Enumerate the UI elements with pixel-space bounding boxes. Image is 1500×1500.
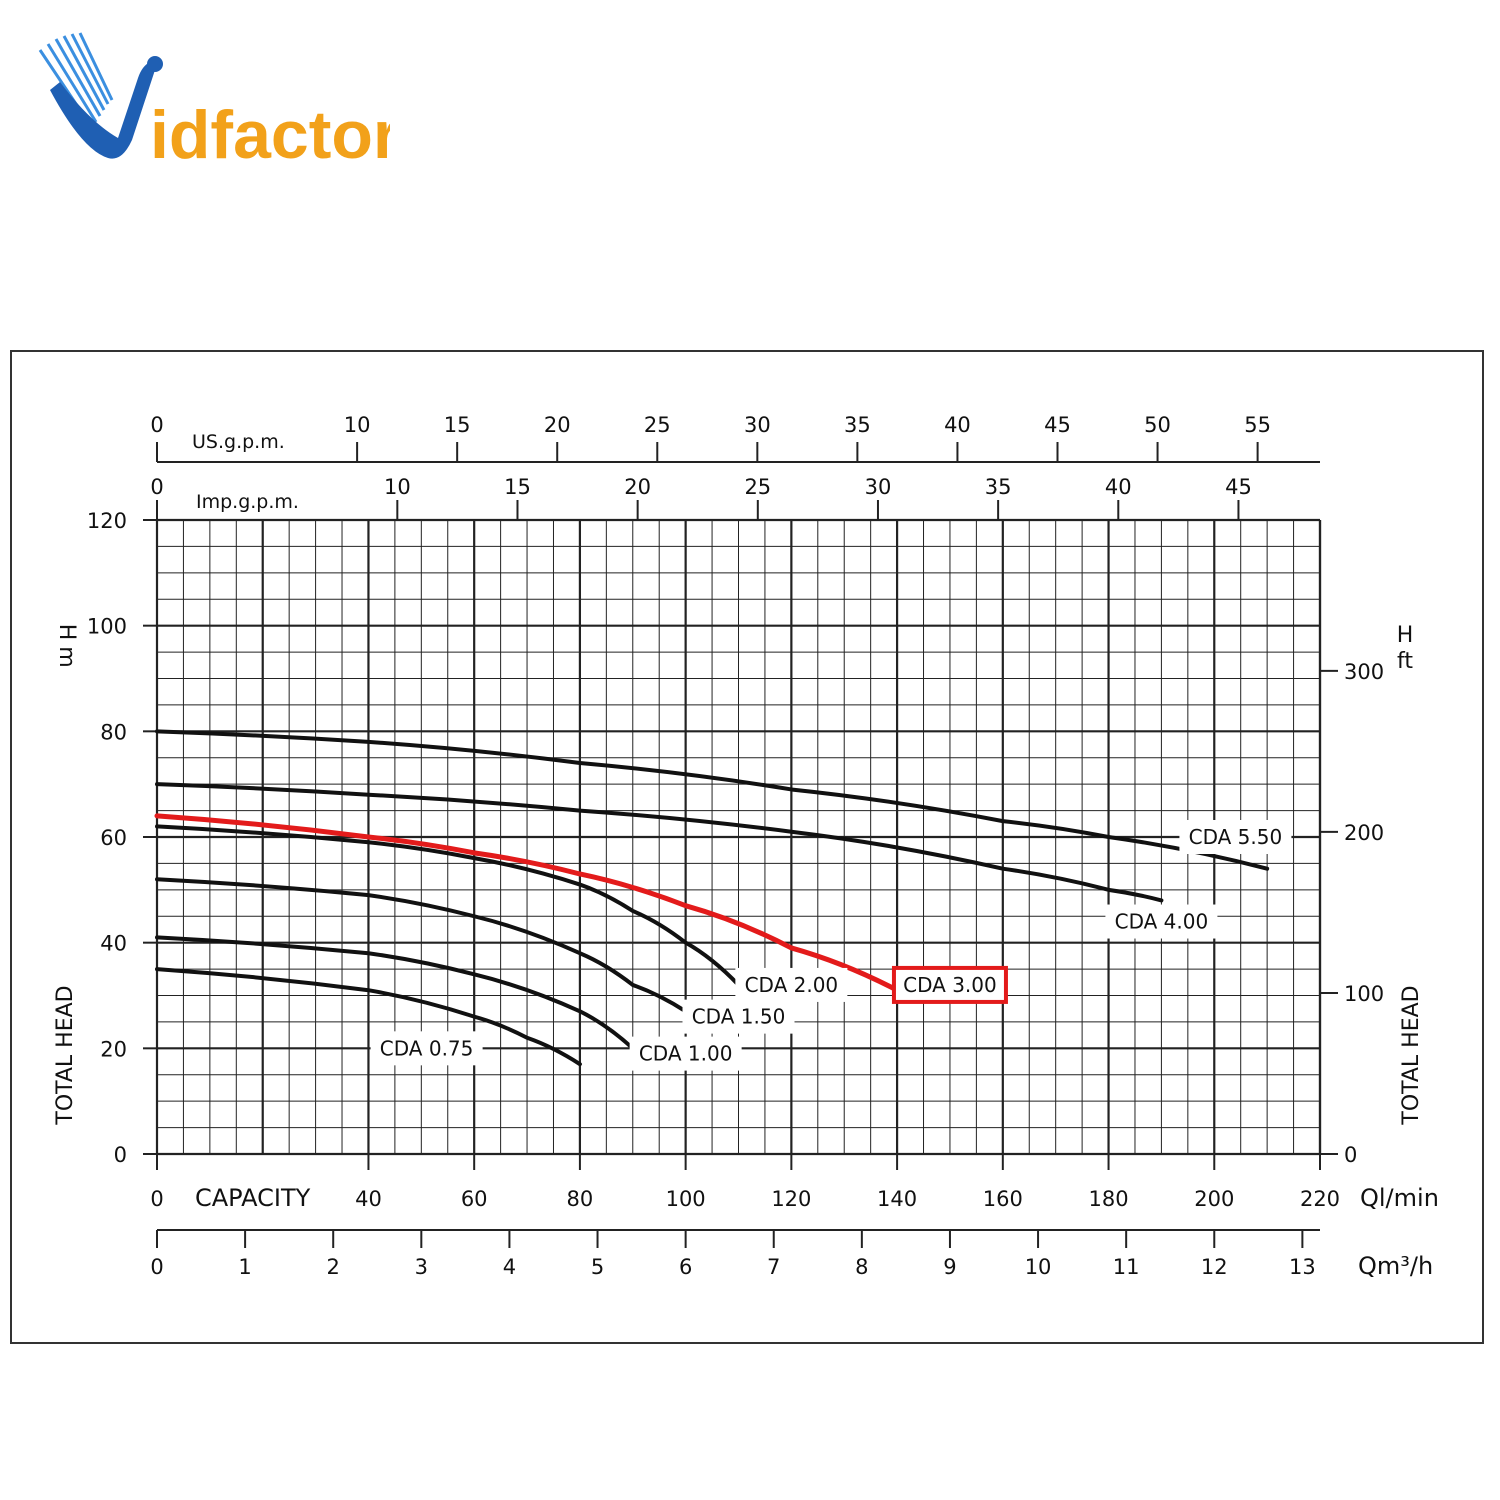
x-impgpm-tick-label: 10 xyxy=(384,475,411,499)
y-right-tick-label: 0 xyxy=(1344,1143,1357,1167)
x-m3h-tick-label: 0 xyxy=(150,1255,163,1279)
x-tick-label: 180 xyxy=(1088,1187,1128,1211)
y-axis-unit: m xyxy=(54,646,79,667)
x-usgpm-tick-label: 55 xyxy=(1244,413,1271,437)
y-right-tick-label: 200 xyxy=(1344,821,1384,845)
curve-cda-3-00 xyxy=(154,813,900,993)
x-tick-label: 200 xyxy=(1194,1187,1234,1211)
x-axis-label: CAPACITY xyxy=(195,1184,311,1212)
y-tick-label: 60 xyxy=(100,826,127,850)
curve-label-box-cda-1-00 xyxy=(629,1036,742,1071)
y-axis-label: TOTAL HEAD xyxy=(53,985,78,1125)
y-axis-unit-top: H xyxy=(54,624,79,641)
x-usgpm-tick-label: 20 xyxy=(544,413,571,437)
x-usgpm-tick-label: 0 xyxy=(150,413,163,437)
x-m3h-tick-label: 5 xyxy=(591,1255,604,1279)
chart-labels: CDA 0.75 CDA 1.00 CDA 1.50 CDA 2.00 CDA 3.00… xyxy=(370,820,1292,1071)
x-usgpm-tick-label: 15 xyxy=(444,413,471,437)
curve-label-cda-1-50: CDA 1.50 xyxy=(692,1005,786,1029)
y-tick-label: 20 xyxy=(100,1037,127,1061)
x-impgpm-tick-label: 30 xyxy=(865,475,892,499)
vidfactor-logo: idfactor xyxy=(38,32,390,173)
x-tick-label: 120 xyxy=(771,1187,811,1211)
x-m3h-tick-label: 7 xyxy=(767,1255,780,1279)
x-axis-unit: Ql/min xyxy=(1360,1184,1439,1212)
y-tick-label: 100 xyxy=(87,615,127,639)
curve-label-box-cda-1-50 xyxy=(682,999,795,1034)
x-m3h-tick-label: 8 xyxy=(855,1255,868,1279)
x-m3h-tick-label: 13 xyxy=(1289,1255,1316,1279)
y-right-unit-top: H xyxy=(1397,623,1414,648)
x-m3h-tick-label: 9 xyxy=(943,1255,956,1279)
x-m3h-tick-label: 2 xyxy=(327,1255,340,1279)
x-tick-label: 140 xyxy=(877,1187,917,1211)
curve-cda-4-00 xyxy=(155,782,1164,903)
x-usgpm-tick-label: 10 xyxy=(344,413,371,437)
curve-label-box-cda-2-00 xyxy=(735,967,848,1002)
x-usgpm-tick-label: 25 xyxy=(644,413,671,437)
logo-v-shape xyxy=(50,61,156,159)
x-m3h-tick-label: 10 xyxy=(1025,1255,1052,1279)
x-tick-label: 100 xyxy=(666,1187,706,1211)
curve-cda-1-50 xyxy=(155,877,688,1014)
y-tick-label: 80 xyxy=(100,720,127,744)
x-impgpm-tick-label: 25 xyxy=(744,475,771,499)
y-right-axis-label: TOTAL HEAD xyxy=(1399,985,1424,1125)
x-impgpm-tick-label: 15 xyxy=(504,475,531,499)
x-m3h-tick-label: 1 xyxy=(238,1255,251,1279)
x-tick-label: 0 xyxy=(150,1187,163,1211)
logo-bird-head xyxy=(147,56,163,72)
chart-curves xyxy=(154,729,1270,1067)
x-tick-label: 160 xyxy=(983,1187,1023,1211)
curve-label-cda-4-00: CDA 4.00 xyxy=(1115,910,1209,934)
curve-label-box-cda-5-50 xyxy=(1179,820,1292,854)
curve-label-cda-5-50: CDA 5.50 xyxy=(1189,825,1283,849)
curve-cda-0-75 xyxy=(155,967,582,1067)
x-impgpm-tick-label: 0 xyxy=(150,475,163,499)
y-tick-label: 40 xyxy=(100,932,127,956)
x-m3h-tick-label: 11 xyxy=(1113,1255,1140,1279)
curve-cda-5-50 xyxy=(155,729,1270,871)
x-usgpm-label: US.g.p.m. xyxy=(192,431,285,453)
curve-label-cda-3-00: CDA 3.00 xyxy=(903,973,997,997)
x-usgpm-tick-label: 30 xyxy=(744,413,771,437)
x-m3h-tick-label: 12 xyxy=(1201,1255,1228,1279)
y-right-tick-label: 100 xyxy=(1344,982,1384,1006)
x-m3h-tick-label: 6 xyxy=(679,1255,692,1279)
y-tick-label: 120 xyxy=(87,509,127,533)
chart-frame xyxy=(10,350,1484,1344)
curve-label-box-cda-3-00 xyxy=(891,965,1008,1004)
x-impgpm-label: Imp.g.p.m. xyxy=(196,491,299,513)
curve-label-box-cda-0-75 xyxy=(370,1031,483,1066)
x-tick-label: 220 xyxy=(1300,1187,1340,1211)
x-impgpm-tick-label: 35 xyxy=(985,475,1012,499)
x-tick-label: 40 xyxy=(355,1187,382,1211)
x-m3h-tick-label: 3 xyxy=(415,1255,428,1279)
curve-label-cda-2-00: CDA 2.00 xyxy=(745,973,839,997)
x-usgpm-tick-label: 45 xyxy=(1044,413,1071,437)
x-tick-label: 60 xyxy=(461,1187,488,1211)
x-usgpm-tick-label: 40 xyxy=(944,413,971,437)
x-tick-label: 80 xyxy=(567,1187,594,1211)
x-impgpm-tick-label: 40 xyxy=(1105,475,1132,499)
curve-cda-1-00 xyxy=(155,935,635,1051)
curve-label-cda-1-00: CDA 1.00 xyxy=(639,1042,733,1066)
logo-wordmark: idfactor xyxy=(150,97,390,173)
y-right-tick-label: 300 xyxy=(1344,660,1384,684)
x-usgpm-tick-label: 50 xyxy=(1144,413,1171,437)
curve-label-box-cda-4-00 xyxy=(1105,904,1218,939)
y-right-unit: ft xyxy=(1397,649,1413,674)
x-impgpm-tick-label: 45 xyxy=(1225,475,1252,499)
x-usgpm-tick-label: 35 xyxy=(844,413,871,437)
x-m3h-unit: Qm³/h xyxy=(1358,1252,1433,1280)
curve-cda-2-00 xyxy=(155,824,741,987)
x-m3h-tick-label: 4 xyxy=(503,1255,516,1279)
curve-label-cda-0-75: CDA 0.75 xyxy=(380,1036,474,1060)
x-impgpm-tick-label: 20 xyxy=(624,475,651,499)
y-tick-label: 0 xyxy=(114,1143,127,1167)
